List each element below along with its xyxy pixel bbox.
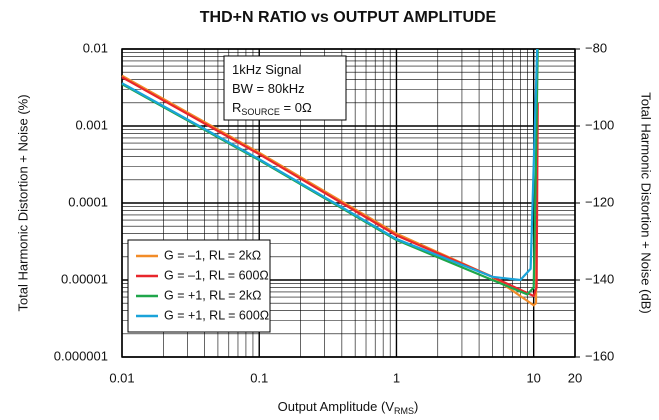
x-tick-label: 10 [526,370,540,385]
annotation-box [223,55,347,121]
y2-tick-label: −80 [585,40,607,55]
y-tick-label: 0.00001 [61,271,108,286]
annotation: RSOURCE = 0Ω [232,100,312,117]
chart-title: THD+N RATIO vs OUTPUT AMPLITUDE [200,9,497,26]
x-tick-label: 0.01 [109,370,134,385]
annotation-sub: SOURCE [241,107,280,117]
y2-tick-label: −120 [585,194,614,209]
x-tick-label: 1 [393,370,400,385]
annotation-rest: = 0Ω [280,100,312,115]
x-label-text: Output Amplitude (V [278,399,395,414]
annotation: BW = 80kHz [232,81,305,96]
annotation-text: 1kHz Signal [232,62,301,77]
y-axis-label: Total Harmonic Distortion + Noise (%) [15,94,30,311]
y2-tick-label: −100 [585,117,614,132]
y-tick-label: 0.0001 [68,194,108,209]
legend-label: G = +1, RL = 600Ω [164,308,269,322]
plot-frame [121,48,576,358]
legend-label: G = –1, RL = 600Ω [164,268,269,282]
annotation: 1kHz Signal [232,62,301,77]
x-axis-label: Output Amplitude (VRMS) [278,399,419,416]
y-tick-label: 0.001 [75,117,108,132]
y-tick-label: 0.01 [83,40,108,55]
annotation-text: R [232,100,241,115]
legend-label: G = +1, RL = 2kΩ [164,288,261,302]
y2-axis-label: Total Harmonic Distortion + Noise (dB) [639,92,654,313]
series-line [121,48,539,282]
y2-tick-label: −160 [585,348,614,363]
legend-label: G = –1, RL = 2kΩ [164,248,261,262]
x-tick-label: 0.1 [250,370,268,385]
x-tick-label: 20 [568,370,582,385]
x-label-sub: RMS [394,406,414,416]
y2-tick-label: −140 [585,271,614,286]
annotation-text: BW = 80kHz [232,81,305,96]
y-tick-label: 0.000001 [54,348,108,363]
x-label-rest: ) [414,399,418,414]
